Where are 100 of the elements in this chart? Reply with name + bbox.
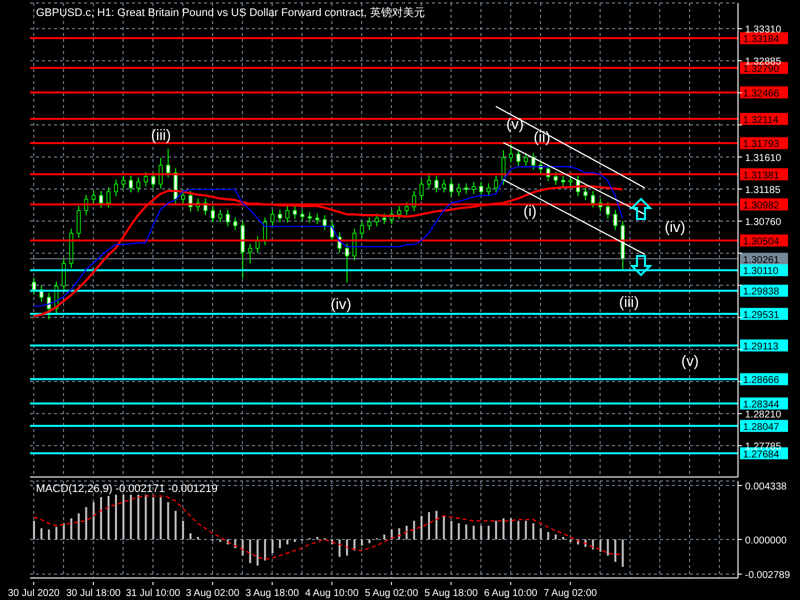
candlestick [248, 243, 252, 264]
bar [70, 518, 72, 540]
y-tick-label: 1.31185 [745, 185, 781, 196]
bar [420, 516, 423, 540]
bar [271, 539, 274, 554]
bar [495, 520, 498, 540]
bar [570, 539, 572, 542]
bar [62, 523, 65, 540]
candlestick [136, 176, 140, 193]
bar [114, 494, 117, 540]
candlestick [315, 213, 320, 225]
candlestick [397, 206, 402, 220]
y-tick-label: 1.31610 [745, 152, 782, 164]
bar [465, 524, 468, 540]
candlestick [292, 206, 297, 220]
candlestick [472, 181, 476, 194]
candlestick [233, 216, 238, 231]
candlestick [554, 172, 558, 186]
bar [264, 539, 266, 561]
bar [100, 497, 102, 540]
candlestick [322, 214, 327, 231]
x-tick-label: 5 Aug 18:00 [424, 588, 478, 599]
bar [338, 539, 341, 557]
bar [406, 526, 408, 540]
bar [517, 520, 520, 540]
candlestick [166, 148, 170, 178]
bar [383, 534, 386, 540]
bar [219, 539, 222, 542]
candlestick [92, 190, 96, 204]
bar [122, 494, 124, 540]
y-tick-label: 0.000000 [745, 535, 788, 546]
candlestick [151, 172, 156, 190]
bar [390, 530, 393, 540]
bar [458, 523, 460, 540]
candlestick [382, 213, 386, 225]
ref-line-label: 1.30261 [743, 254, 780, 266]
candlestick [300, 209, 304, 222]
candlestick [210, 206, 215, 224]
bar [33, 520, 35, 540]
y-tick-label: 1.28210 [745, 410, 782, 421]
bar [614, 539, 616, 562]
candlestick [479, 181, 484, 197]
y-tick-label: 1.30760 [745, 217, 782, 228]
ref-line-label: 1.28344 [743, 399, 780, 410]
ref-line-label: 1.32114 [743, 114, 779, 126]
bar [368, 539, 370, 544]
y-tick-label: -0.002789 [745, 570, 790, 582]
bar [540, 528, 542, 540]
candlestick [404, 202, 409, 216]
candlestick [426, 172, 431, 190]
bar [428, 512, 430, 540]
candlestick [494, 175, 498, 193]
bar [174, 510, 177, 540]
ref-line-label: 1.28047 [743, 422, 780, 433]
bar [510, 518, 512, 540]
candlestick [226, 209, 230, 227]
candlestick [106, 186, 111, 208]
x-tick-label: 5 Aug 02:00 [364, 588, 419, 599]
chart-title: GBPUSD.c, H1: Great Britain Pound vs US Dollar Forward contract, 英镑对美元 [36, 6, 425, 20]
candlestick [456, 182, 461, 197]
candlestick [270, 209, 274, 227]
bar [160, 497, 162, 540]
candlestick [360, 220, 364, 238]
annotation: (iii) [618, 294, 640, 312]
bar [554, 534, 557, 540]
candlestick [486, 182, 491, 197]
bar [316, 536, 318, 540]
bar [480, 526, 482, 540]
bar [137, 494, 140, 540]
bar [108, 496, 110, 540]
candlestick [590, 190, 595, 208]
candlestick [374, 213, 379, 227]
bar [413, 520, 416, 540]
ref-line-label: 1.29531 [743, 310, 780, 321]
annotation: (v) [505, 116, 525, 134]
bar [196, 536, 199, 540]
candlestick [583, 186, 588, 200]
candlestick [76, 206, 81, 238]
candlestick [144, 172, 148, 187]
candlestick [434, 175, 438, 193]
candlestick [121, 175, 126, 190]
annotation: (i) [522, 203, 538, 221]
ref-line-label: 1.30504 [743, 236, 780, 248]
candlestick [442, 179, 446, 193]
x-tick-label: 30 Jul 18:00 [66, 588, 122, 599]
ref-line-label: 1.31793 [743, 139, 780, 150]
bar [130, 494, 132, 540]
candlestick [345, 243, 350, 283]
annotation: (ii) [532, 129, 552, 147]
bar [606, 539, 609, 556]
candlestick [508, 142, 513, 163]
candlestick [449, 179, 454, 197]
chart-title: MACD(12,26,9) -0.002171 -0.001219 [36, 483, 218, 495]
candlestick [181, 190, 186, 204]
x-tick-label: 31 Jul 10:00 [126, 588, 181, 599]
bar [249, 539, 252, 564]
ref-line-label: 1.30982 [743, 200, 780, 212]
bar [488, 526, 490, 540]
bar [92, 502, 95, 540]
bar [182, 520, 184, 540]
